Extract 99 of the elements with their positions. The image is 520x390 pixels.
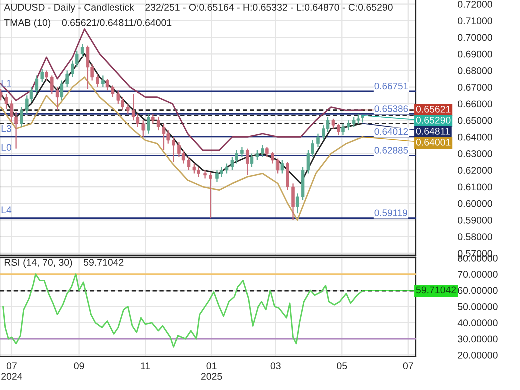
candlestick (292, 183, 295, 221)
x-tick-label: 03 (270, 362, 281, 370)
annotation: 59.71042 (416, 286, 456, 294)
candlestick (80, 44, 84, 58)
candlestick (96, 74, 100, 88)
ref-line-label: 0.62885 (374, 147, 408, 154)
y-tick-label: 0.72000 (458, 1, 492, 8)
candlestick (20, 106, 24, 128)
candlestick (40, 68, 44, 83)
candlestick (56, 86, 60, 112)
x-tick-label: 09 (74, 362, 84, 370)
candlestick (230, 156, 234, 171)
annotation: 0.65290 (416, 116, 451, 124)
chart-title: RSI (14, 70, 30) 59.71042 (4, 258, 124, 268)
candlestick (296, 193, 300, 214)
y-tick-label: 0.69000 (458, 50, 492, 58)
candlestick (147, 113, 150, 134)
candlestick (50, 75, 54, 95)
y-tick-label: 0.66000 (458, 100, 492, 108)
y-tick-label: 0.63000 (458, 150, 492, 158)
x-tick-label: 11 (141, 362, 150, 370)
candlestick (250, 153, 254, 168)
ref-line-label: 0.66751 (374, 82, 408, 90)
y-tick-label: 0.60000 (458, 200, 492, 208)
candlestick (276, 158, 280, 174)
candlestick (342, 123, 345, 136)
line-series (0, 28, 364, 152)
candlestick (116, 90, 120, 105)
candlestick (246, 148, 250, 176)
candlestick (156, 116, 160, 132)
candlestick (126, 103, 130, 114)
ref-line-label: 0.64012 (374, 128, 408, 136)
y-tick-label: 0.61000 (458, 184, 492, 191)
y-tick-label: 0.58000 (458, 234, 492, 240)
candlestick (86, 45, 90, 90)
y-tick-label: 60.00000 (458, 287, 498, 294)
y-tick-label: 30.00000 (458, 336, 498, 343)
candlestick (172, 136, 176, 163)
x-tick-label: 07 (403, 362, 414, 370)
candlestick (152, 113, 155, 124)
candlestick (192, 163, 196, 174)
candlestick (261, 144, 264, 158)
candlestick (316, 133, 320, 148)
y-tick-label: 0.67000 (458, 84, 492, 91)
candlestick (240, 146, 244, 158)
y-tick-label: 0.70000 (458, 34, 492, 42)
candlestick (356, 113, 360, 124)
candlestick (271, 152, 274, 164)
y-tick-label: 0.57000 (458, 250, 492, 258)
line-series (0, 76, 364, 221)
y-tick-label: 0.65000 (458, 117, 492, 124)
candlestick (166, 130, 170, 144)
candlestick (337, 123, 341, 136)
ref-line-label: 0.59119 (374, 210, 408, 216)
candlestick (66, 70, 69, 88)
annotation: 0.65621 (416, 106, 451, 113)
candlestick (162, 123, 166, 152)
candlestick (347, 120, 350, 132)
candlestick (187, 156, 191, 171)
text: TMAB (10) 0.65621/0.64811/0.64001 (4, 19, 172, 28)
candlestick (0, 88, 3, 102)
candlestick (45, 70, 48, 82)
chart-title: AUDUSD - Daily - Candlestick 232/251 - O:0.65164 - H:0.65332 - L:0.64870 - C:0.65290 (4, 4, 393, 13)
candlestick (280, 160, 284, 174)
candlestick (352, 116, 356, 128)
candlestick (35, 75, 39, 95)
y-tick-label: 0.59000 (458, 216, 492, 224)
x-tick-label: 07 2024 (2, 362, 22, 380)
y-tick-label: 20.00000 (458, 352, 498, 359)
line-series (2, 274, 364, 348)
y-tick-label: 50.00000 (458, 303, 498, 310)
y-tick-label: 0.71000 (458, 18, 492, 25)
x-tick-label: 01 2025 (201, 362, 222, 380)
candlestick (136, 113, 140, 128)
ref-line-label: 0.65386 (374, 106, 408, 112)
annotation: L0 (2, 144, 12, 152)
candlestick (142, 120, 145, 138)
annotation: L4 (2, 206, 12, 214)
x-tick-label: 05 (337, 362, 348, 370)
y-tick-label: 70.00000 (458, 271, 498, 278)
candlestick (332, 118, 336, 130)
candlestick (209, 172, 212, 220)
candlestick (220, 166, 224, 178)
y-tick-label: 80.00000 (458, 254, 498, 262)
candlestick (60, 80, 64, 102)
candlestick (256, 150, 260, 161)
y-tick-label: 40.00000 (458, 320, 498, 327)
candlestick (132, 93, 136, 122)
candlestick (204, 170, 207, 180)
candlestick (266, 146, 269, 158)
y-tick-label: 0.62000 (458, 167, 492, 174)
annotation: 0.64811 (416, 128, 450, 135)
annotation: L1 (2, 80, 12, 87)
y-tick-label: 0.64000 (458, 134, 492, 141)
y-tick-label: 0.68000 (458, 67, 492, 74)
candlestick (102, 75, 105, 88)
candlestick (286, 162, 290, 191)
annotation: 0.64001 (416, 138, 451, 146)
annotation: L3 (2, 125, 12, 132)
